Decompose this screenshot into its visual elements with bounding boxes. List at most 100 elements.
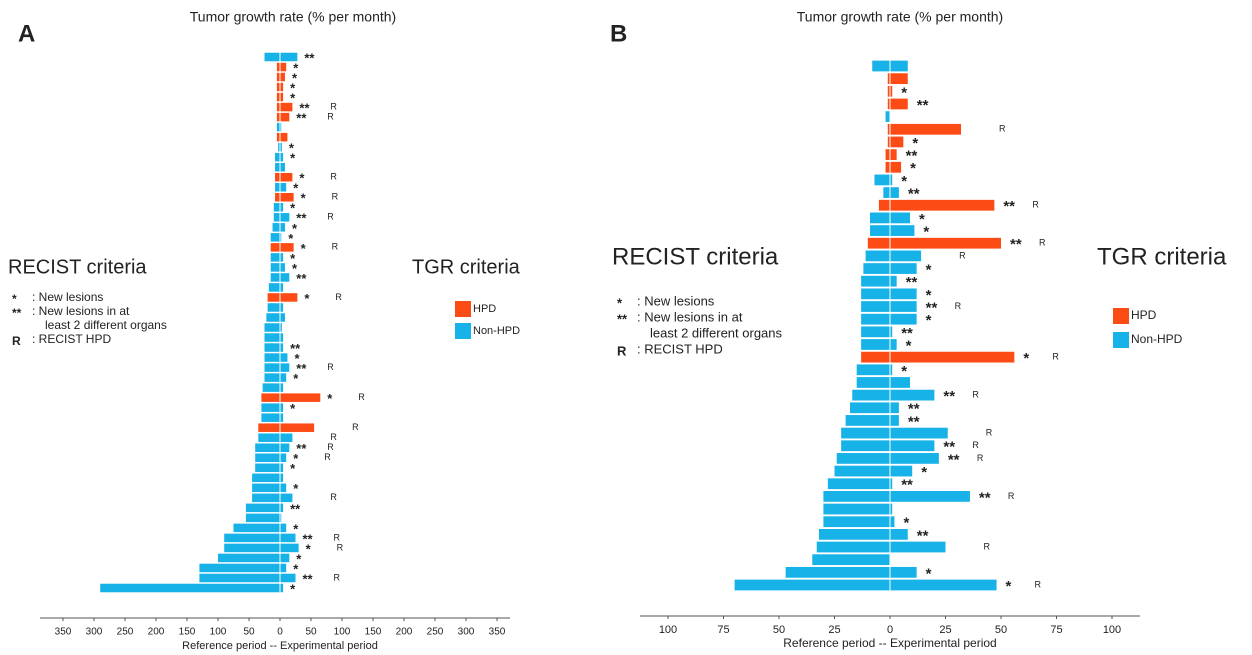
experimental-bar	[280, 313, 285, 322]
reference-bar	[258, 433, 280, 442]
reference-bar	[276, 62, 280, 72]
reference-bar	[245, 513, 280, 523]
lesion-marker: *	[926, 262, 932, 279]
reference-bar	[874, 174, 890, 186]
reference-bar	[245, 503, 280, 513]
recist-marker: R	[330, 101, 337, 111]
reference-bar	[275, 172, 280, 182]
experimental-bar	[890, 313, 917, 325]
reference-bar	[845, 415, 890, 426]
experimental-bar	[890, 453, 939, 464]
lesion-marker: **	[917, 527, 929, 544]
reference-bar	[264, 343, 280, 352]
recist-marker: R	[335, 292, 342, 302]
experimental-bar	[280, 323, 282, 332]
recist-marker: R	[977, 453, 984, 463]
reference-bar	[270, 273, 280, 282]
reference-bar	[261, 413, 280, 422]
reference-bar	[878, 199, 890, 211]
lesion-marker: *	[926, 565, 932, 582]
lesion-marker: *	[296, 551, 302, 566]
reference-bar	[275, 152, 280, 162]
experimental-bar	[280, 553, 290, 563]
lesion-marker: **	[901, 477, 913, 494]
experimental-bar	[280, 583, 284, 593]
reference-bar	[865, 250, 890, 262]
recist-marker: R	[972, 389, 979, 399]
experimental-bar	[280, 373, 287, 382]
experimental-bar	[280, 112, 290, 122]
lesion-marker: **	[901, 325, 913, 342]
experimental-bar	[890, 275, 897, 287]
experimental-bar	[890, 301, 917, 312]
lesion-marker: **	[908, 186, 920, 203]
experimental-bar	[890, 263, 917, 274]
key-text: least 2 different organs	[45, 318, 167, 332]
x-tick-label: 350	[55, 627, 72, 638]
reference-bar	[275, 182, 280, 192]
lesion-marker: *	[301, 241, 307, 256]
reference-bar	[262, 383, 280, 392]
x-axis-label: Reference period -- Experimental period	[783, 636, 996, 650]
reference-bar	[276, 122, 280, 132]
experimental-bar	[890, 326, 893, 338]
reference-bar	[252, 473, 280, 483]
experimental-bar	[280, 363, 290, 372]
experimental-bar	[890, 516, 895, 528]
experimental-bar	[280, 172, 293, 182]
x-tick-label: 150	[365, 627, 382, 638]
experimental-bar	[890, 364, 893, 376]
key-text: : New lesions	[637, 293, 715, 308]
experimental-bar	[280, 433, 293, 442]
experimental-bar	[280, 463, 284, 473]
reference-bar	[850, 402, 890, 414]
reference-bar	[861, 288, 890, 300]
experimental-bar	[890, 541, 946, 553]
lesion-marker: *	[293, 481, 299, 496]
x-tick-label: 100	[1103, 624, 1121, 636]
recist-marker: R	[959, 250, 966, 260]
experimental-bar	[890, 250, 922, 262]
reference-bar	[883, 187, 890, 198]
reference-bar	[276, 72, 280, 82]
reference-bar	[856, 377, 890, 388]
x-tick-label: 200	[396, 627, 413, 638]
reference-bar	[856, 364, 890, 376]
x-tick-label: 25	[828, 624, 840, 636]
key-symbol: *	[12, 292, 17, 306]
experimental-bar	[280, 333, 284, 342]
lesion-marker: *	[293, 521, 299, 536]
lesion-marker: **	[943, 388, 955, 405]
lesion-marker: *	[290, 151, 296, 166]
x-tick-label: 150	[179, 627, 196, 638]
recist-marker: R	[986, 427, 993, 437]
key-title: RECIST criteria	[8, 256, 147, 278]
reference-bar	[264, 373, 280, 382]
x-tick-label: 0	[277, 627, 283, 638]
recist-marker: R	[337, 542, 344, 552]
legend-label: Non-HPD	[473, 325, 520, 337]
experimental-bar	[890, 389, 935, 401]
experimental-bar	[890, 136, 904, 148]
experimental-bar	[280, 92, 284, 102]
experimental-bar	[280, 303, 284, 312]
experimental-bar	[890, 566, 917, 578]
reference-bar	[872, 60, 890, 72]
lesion-marker: *	[290, 581, 296, 596]
experimental-bar	[890, 377, 910, 388]
legend-title: TGR criteria	[412, 256, 521, 278]
reference-bar	[272, 223, 280, 232]
reference-bar	[885, 111, 890, 123]
x-tick-label: 250	[427, 627, 444, 638]
reference-bar	[861, 313, 890, 325]
lesion-marker: *	[293, 181, 299, 196]
x-tick-label: 100	[334, 627, 351, 638]
reference-bar	[861, 339, 890, 350]
lesion-marker: *	[293, 451, 299, 466]
key-text: : RECIST HPD	[32, 332, 111, 346]
experimental-bar	[280, 233, 282, 242]
lesion-marker: *	[1023, 350, 1029, 367]
experimental-bar	[890, 491, 970, 502]
reference-bar	[224, 533, 280, 543]
